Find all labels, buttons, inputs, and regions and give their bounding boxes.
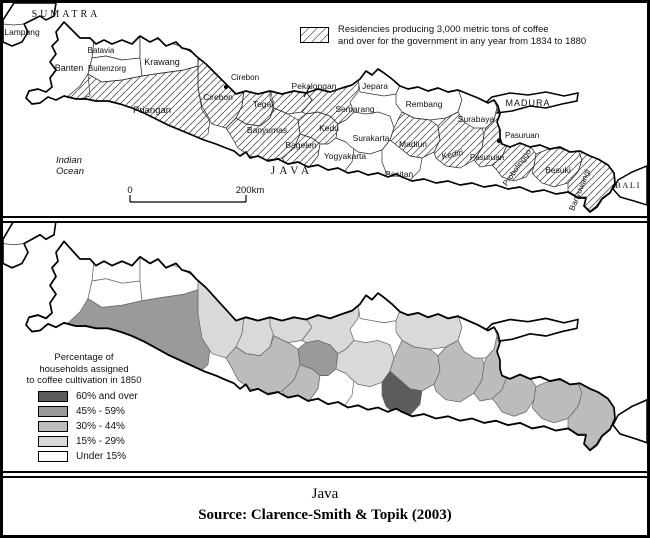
legend-swatch-under15 [38, 451, 68, 462]
legend-label-45to59: 45% - 59% [76, 406, 125, 417]
city-dot-cirebon [223, 84, 229, 90]
region-label-madiun: Madiun [399, 139, 427, 149]
legend-label-30to44: 30% - 44% [76, 421, 125, 432]
hatch-legend-line2: and over for the government in any year … [338, 35, 587, 47]
lampung-boundary [3, 243, 25, 246]
legend-swatch-45to59 [38, 406, 68, 417]
region-surabaya [457, 314, 498, 359]
region-label-rembang: Rembang [406, 99, 443, 109]
choropleth-legend-title: Percentage of households assigned to cof… [9, 352, 159, 387]
region-label-bagelen: Bagelen [285, 140, 316, 150]
legend-label-15to29: 15% - 29% [76, 436, 125, 447]
cultivation-map-panel: Percentage of households assigned to cof… [3, 223, 647, 471]
sea-label-sumatra: SUMATRA [32, 9, 101, 20]
region-label-pasuruan: Pasuruan [470, 153, 504, 162]
panel-divider-bottom [3, 471, 647, 478]
region-label-banyumas: Banyumas [247, 125, 287, 135]
sea-label-indian_ocean_line2: Ocean [56, 166, 84, 177]
region-label-kedu: Kedu [319, 123, 339, 133]
region-label-cirebon: Cirebon [203, 92, 233, 102]
legend-row-45to59: 45% - 59% [38, 404, 138, 419]
legend-swatch-15to29 [38, 436, 68, 447]
coast-tick-pekalongan [303, 85, 311, 98]
region-label-pekalongan: Pekalongan [292, 81, 337, 91]
legend-title-line1: Percentage of [54, 352, 114, 363]
region-label-krawang: Krawang [144, 57, 180, 67]
scale-bar [129, 195, 247, 203]
madura-island [479, 91, 579, 114]
region-label-tegal: Tegal [253, 99, 273, 109]
caption-title: Java [311, 486, 339, 502]
legend-row-15to29: 15% - 29% [38, 434, 138, 449]
coffee-cultivation-choropleth [3, 223, 647, 452]
hatch-legend-line1: Residencies producing 3,000 metric tons … [338, 24, 549, 35]
sea-label-java: JAVA [271, 165, 313, 177]
city-dot-pasuruan [496, 138, 502, 144]
sea-label-lampung: Lampung [4, 27, 40, 37]
java-coastline [25, 240, 616, 452]
legend-row-30to44: 30% - 44% [38, 419, 138, 434]
residency-map-panel: Banten Batavia Buitenzorg Krawang Priangan Ci… [3, 3, 647, 216]
city-label-cirebon: Cirebon [231, 73, 259, 82]
hatch-legend-swatch [300, 27, 329, 43]
region-label-yogyakarta: Yogyakarta [324, 151, 366, 161]
region-fills [26, 22, 615, 212]
madura-island [479, 317, 579, 343]
region-label-kediri: Kediri [441, 147, 464, 161]
legend-row-under15: Under 15% [38, 449, 138, 464]
region-label-surabaya: Surabaya [458, 114, 495, 124]
legend-swatch-30to44 [38, 421, 68, 432]
lampung-boundary [3, 23, 25, 26]
bali-island [612, 398, 647, 444]
residency-production-map: Banten Batavia Buitenzorg Krawang Priangan Ci… [3, 3, 647, 213]
sumatra-landmass [3, 223, 57, 269]
panel-divider-top [3, 216, 647, 223]
bali-island [612, 165, 647, 206]
legend-title-line3: to coffee cultivation in 1850 [26, 375, 142, 386]
scale-bar-start: 0 [127, 185, 132, 196]
figure-caption: Java Source: Clarence-Smith & Topik (200… [3, 478, 647, 535]
sea-label-indian_ocean_line1: Indian [56, 155, 82, 166]
residency-map-group: Banten Batavia Buitenzorg Krawang Priangan Ci… [3, 3, 647, 213]
legend-swatch-60plus [38, 391, 68, 402]
region-label-jepara: Jepara [362, 81, 388, 91]
sea-label-bali: BALI [615, 180, 641, 190]
hatch-legend-text: Residencies producing 3,000 metric tons … [338, 24, 638, 47]
city-label-pasuruan: Pasuruan [505, 131, 539, 140]
legend-label-60plus: 60% and over [76, 391, 138, 402]
region-label-banten: Banten [55, 63, 84, 73]
choropleth-legend-items: 60% and over 45% - 59% 30% - 44% 15% - 2… [38, 389, 138, 464]
caption-source: Source: Clarence-Smith & Topik (2003) [198, 507, 452, 523]
region-label-buitenzorg: Buitenzorg [88, 64, 126, 73]
sea-label-madura: MADURA [505, 98, 550, 108]
region-label-besuki: Besuki [545, 165, 571, 175]
region-priangan [65, 65, 211, 143]
region-label-batavia: Batavia [88, 46, 115, 55]
region-label-semarang: Semarang [335, 104, 374, 114]
scale-bar-end: 200km [236, 185, 265, 196]
legend-title-line2: households assigned [39, 363, 129, 375]
region-label-surakarta: Surakarta [353, 133, 390, 143]
legend-row-60plus: 60% and over [38, 389, 138, 404]
region-label-pacitan: Pacitan [385, 169, 414, 179]
legend-label-under15: Under 15% [76, 451, 127, 462]
region-batavia [91, 254, 141, 284]
java-coastline [25, 21, 616, 213]
region-label-priangan: Priangan [133, 105, 171, 116]
